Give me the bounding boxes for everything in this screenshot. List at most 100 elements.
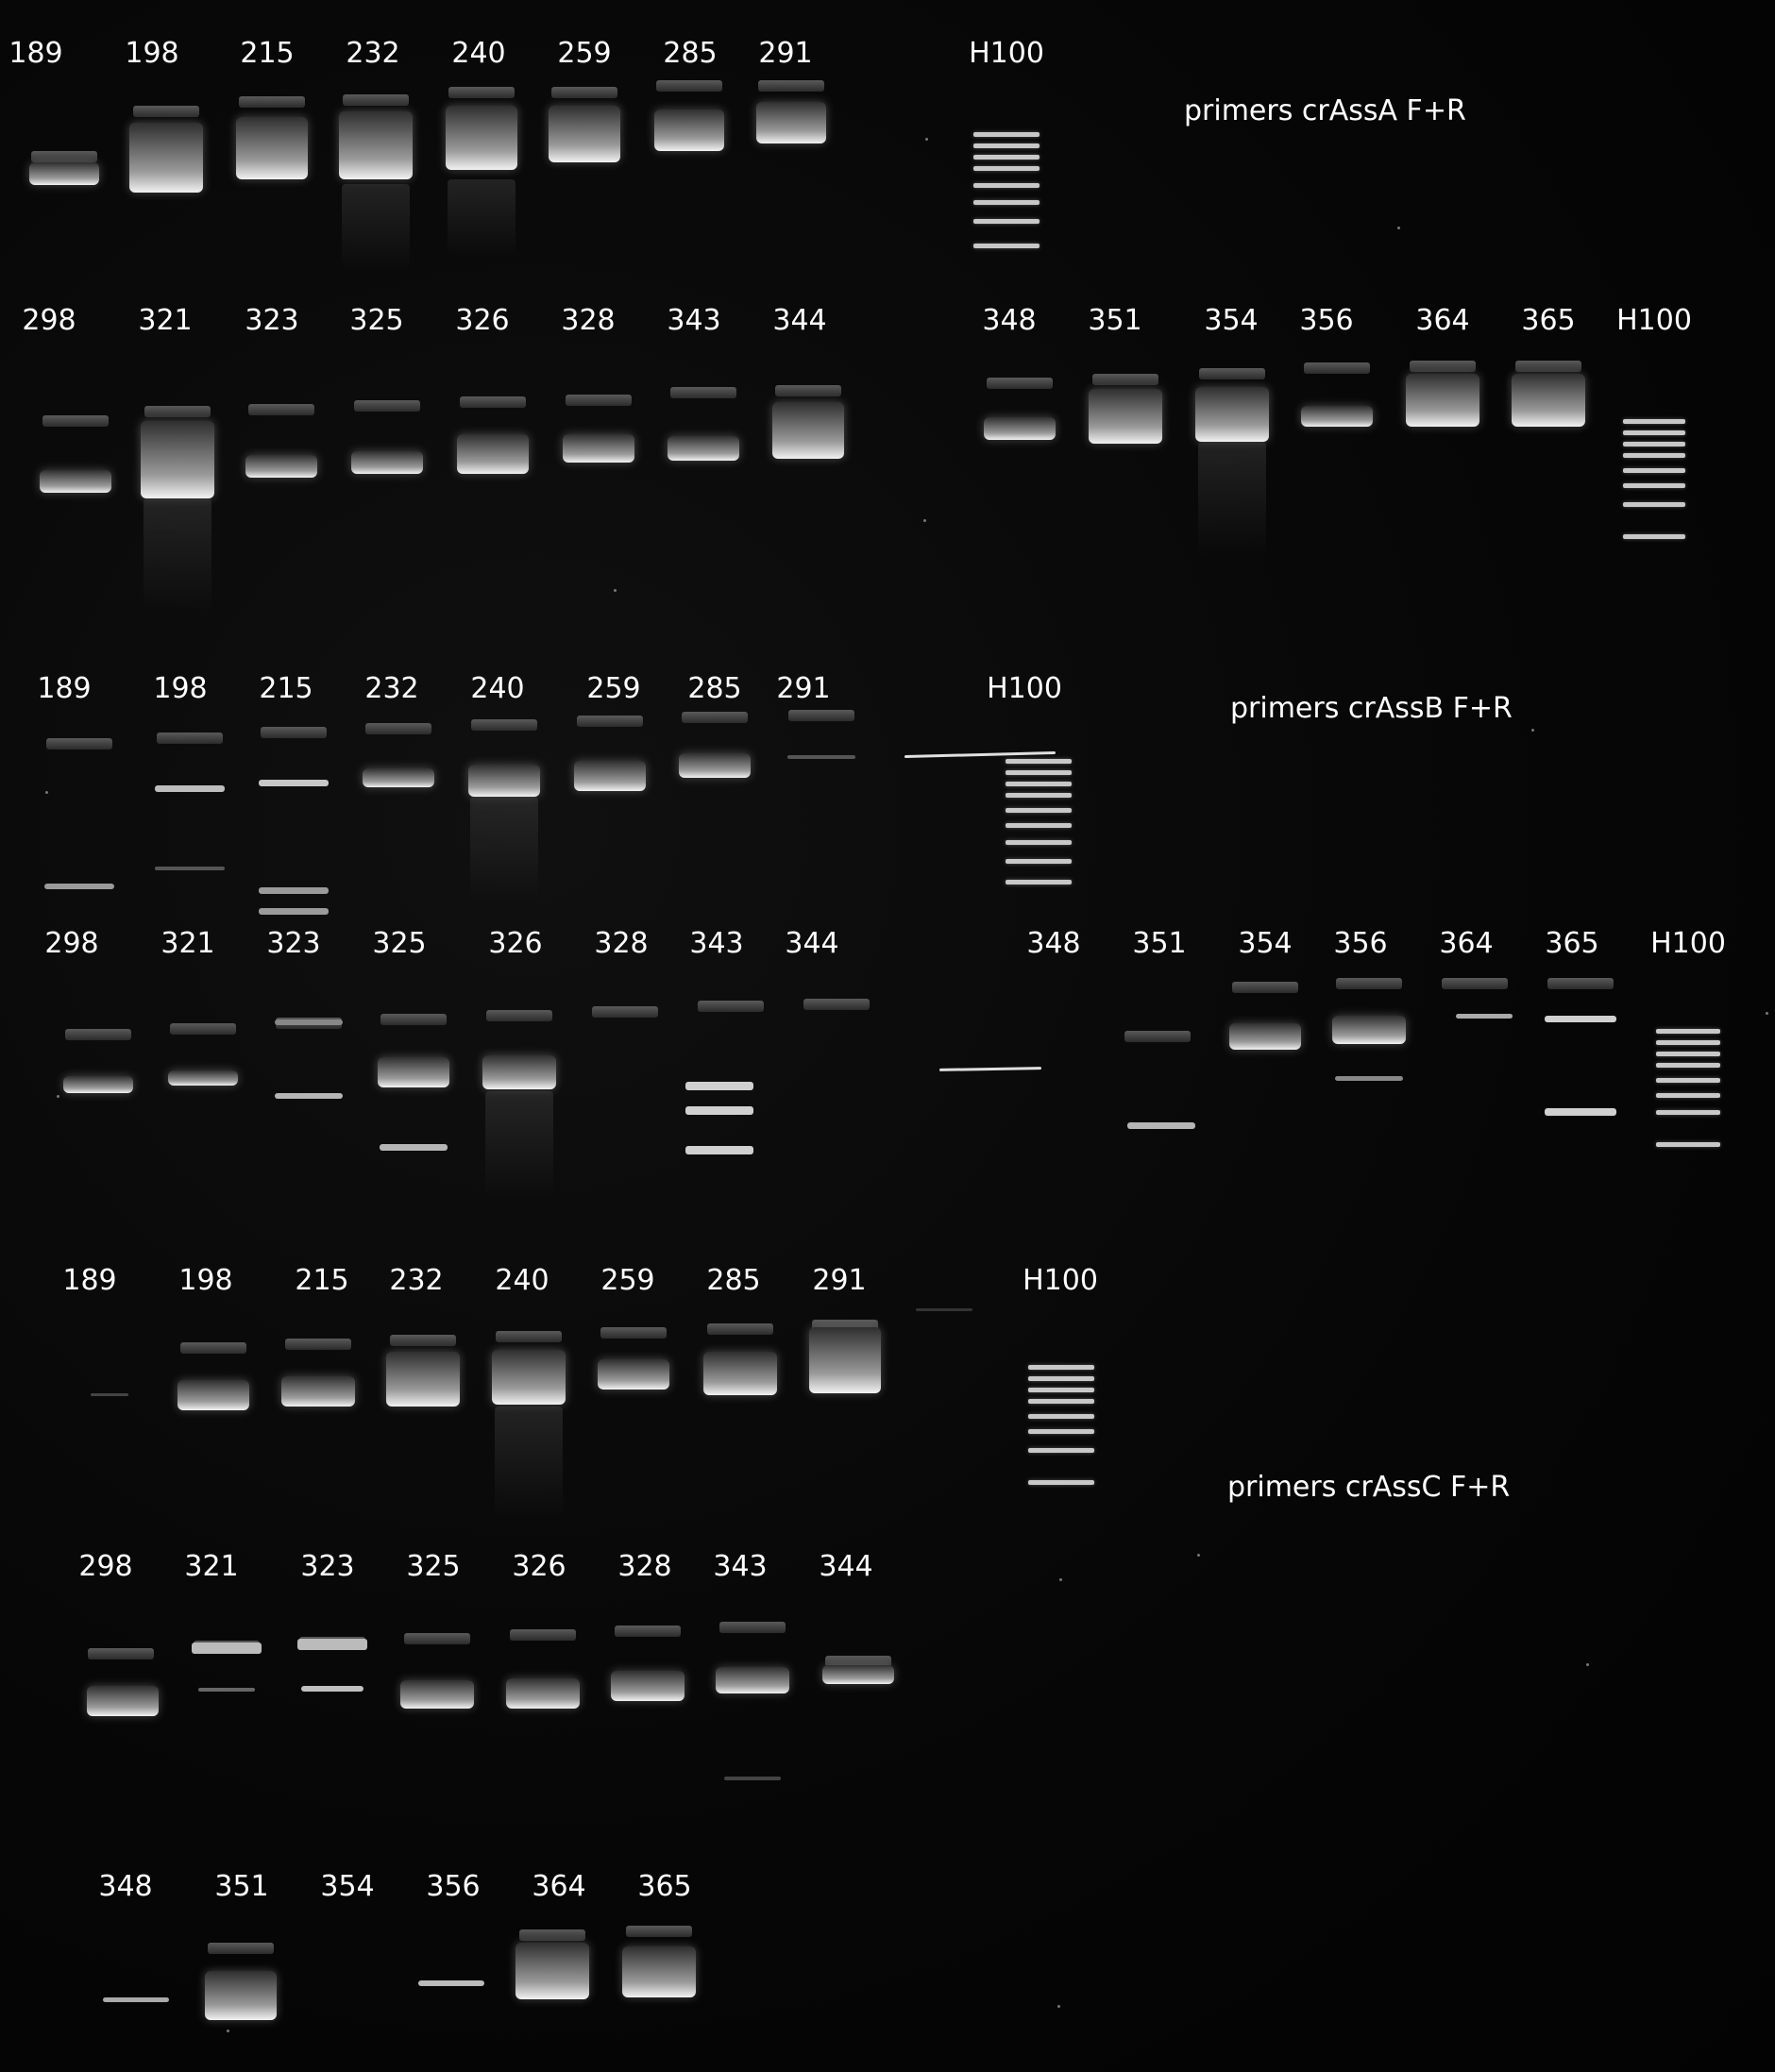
- dna-band: [668, 436, 739, 461]
- ladder-band: [1623, 442, 1685, 446]
- gel-well: [261, 727, 327, 738]
- dust-speck: [614, 589, 617, 592]
- dna-band: [809, 1327, 881, 1393]
- dna-band: [236, 117, 308, 179]
- gel-well: [486, 1010, 552, 1021]
- lane-label: 298: [44, 927, 99, 960]
- lane-label: 189: [8, 37, 63, 70]
- lane-label: 285: [706, 1264, 761, 1297]
- lane-label: 259: [600, 1264, 655, 1297]
- gel-well: [519, 1929, 585, 1941]
- dna-band: [468, 765, 540, 797]
- ladder-band: [1028, 1448, 1094, 1453]
- ladder-band: [1656, 1052, 1720, 1056]
- dna-band: [63, 1076, 133, 1093]
- ladder-band: [973, 219, 1040, 224]
- gel-well: [180, 1342, 246, 1354]
- dna-smear: [1198, 442, 1266, 555]
- gel-well: [133, 106, 199, 117]
- gel-well: [825, 1656, 891, 1667]
- faint-dna-band: [155, 867, 225, 870]
- gel-well: [390, 1335, 456, 1346]
- lane-label: 348: [1026, 927, 1081, 960]
- lane-label: 354: [1238, 927, 1293, 960]
- dna-band: [378, 1057, 449, 1087]
- dna-band: [1332, 1016, 1406, 1044]
- gel-well: [788, 710, 854, 721]
- faint-dna-band: [1545, 1108, 1616, 1116]
- faint-dna-band: [685, 1106, 753, 1115]
- gel-well: [775, 385, 841, 396]
- faint-dna-band: [380, 1144, 448, 1151]
- ladder-band: [1623, 483, 1685, 488]
- ladder-band: [1006, 782, 1072, 786]
- dna-band: [574, 761, 646, 791]
- faint-dna-band: [259, 887, 329, 894]
- ladder-label: H100: [1616, 304, 1692, 337]
- dna-band: [351, 451, 423, 474]
- dna-band: [1089, 389, 1162, 444]
- lane-label: 344: [772, 304, 827, 337]
- dna-band: [29, 162, 99, 185]
- gel-artifact-streak: [938, 1067, 1042, 1071]
- dna-band: [611, 1671, 685, 1701]
- gel-well: [1124, 1031, 1191, 1042]
- lane-label: 326: [512, 1550, 566, 1583]
- gel-well: [656, 80, 722, 92]
- lane-label: 323: [300, 1550, 355, 1583]
- gel-well: [1199, 368, 1265, 379]
- dna-band: [622, 1946, 696, 1997]
- dna-band: [339, 111, 413, 179]
- ladder-band: [1006, 880, 1072, 884]
- lane-label: 356: [426, 1870, 481, 1903]
- lane-label: 240: [451, 37, 506, 70]
- ladder-band: [1623, 430, 1685, 435]
- dna-band: [984, 417, 1056, 440]
- gel-well: [343, 94, 409, 106]
- gel-well: [758, 80, 824, 92]
- ladder-band: [973, 143, 1040, 148]
- dna-band: [363, 768, 434, 787]
- primer-label: primers crAssA F+R: [1184, 94, 1466, 127]
- gel-well: [1547, 978, 1614, 989]
- faint-dna-band: [91, 1393, 128, 1396]
- faint-dna-band: [418, 1980, 484, 1986]
- lane-label: 240: [495, 1264, 549, 1297]
- ladder-band: [1006, 840, 1072, 845]
- primer-label: primers crAssB F+R: [1230, 692, 1513, 725]
- ladder-band: [1623, 534, 1685, 539]
- faint-dna-band: [44, 884, 114, 889]
- dna-band: [457, 434, 529, 474]
- lane-label: 215: [295, 1264, 349, 1297]
- faint-dna-band: [297, 1639, 367, 1650]
- ladder-band: [973, 132, 1040, 137]
- lane-label: 291: [812, 1264, 867, 1297]
- lane-label: 259: [557, 37, 612, 70]
- gel-well: [615, 1626, 681, 1637]
- lane-label: 343: [689, 927, 744, 960]
- lane-label: 354: [320, 1870, 375, 1903]
- faint-dna-band: [916, 1308, 972, 1311]
- lane-label: 325: [372, 927, 427, 960]
- lane-label: 215: [259, 672, 313, 705]
- gel-well: [1410, 361, 1476, 372]
- dna-band: [506, 1678, 580, 1709]
- gel-well: [670, 387, 736, 398]
- ladder-band: [1006, 859, 1072, 864]
- gel-well: [170, 1023, 236, 1035]
- lane-label: 356: [1299, 304, 1354, 337]
- dna-band: [563, 434, 634, 463]
- lane-label: 326: [488, 927, 543, 960]
- dna-band: [1512, 374, 1585, 427]
- dust-speck: [1059, 1578, 1062, 1581]
- ladder-band: [973, 200, 1040, 205]
- faint-dna-band: [198, 1688, 255, 1692]
- dna-band: [654, 109, 724, 151]
- gel-well: [1442, 978, 1508, 989]
- dna-band: [141, 421, 214, 498]
- dust-speck: [925, 138, 928, 141]
- ladder-band: [1656, 1142, 1720, 1147]
- ladder-band: [1006, 823, 1072, 828]
- dna-band: [40, 470, 111, 493]
- faint-dna-band: [724, 1777, 781, 1780]
